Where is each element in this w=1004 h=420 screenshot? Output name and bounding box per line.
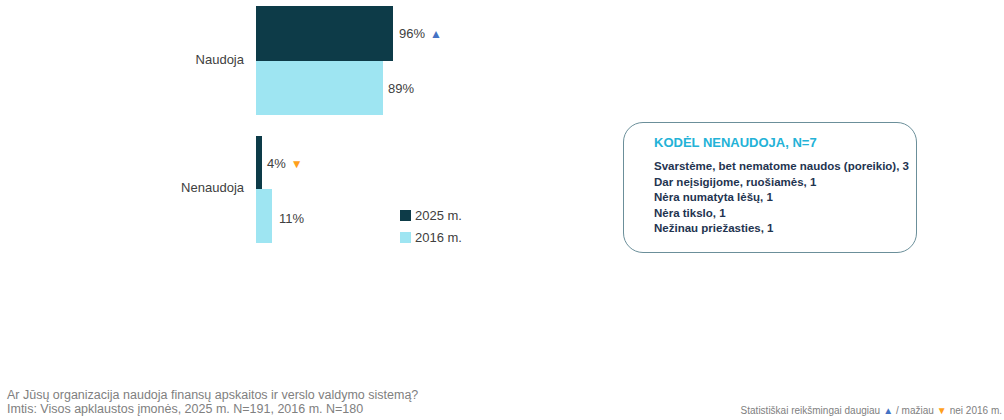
- callout-title: KODĖL NENAUDOJA, N=7: [654, 135, 902, 150]
- value-label-naudoja-2025: 96% ▲: [399, 26, 442, 41]
- legend-item-2016: 2016 m.: [400, 231, 462, 244]
- value-text: 96%: [399, 26, 425, 41]
- significance-down-icon: ▼: [291, 158, 303, 170]
- bar-nenaudoja-2016: [256, 189, 272, 243]
- footer-source: Ar Jūsų organizacija naudoja finansų aps…: [7, 389, 418, 416]
- note-middle: / mažiau: [896, 405, 934, 416]
- category-label-naudoja: Naudoja: [196, 52, 244, 67]
- sample-info: Imtis: Visos apklaustos įmonės, 2025 m. …: [7, 403, 418, 417]
- slide-canvas: Naudoja 96% ▲ 89% Nenaudoja 4% ▼ 11% 202…: [0, 0, 1004, 420]
- value-label-nenaudoja-2016: 11%: [279, 211, 304, 226]
- callout-item: Dar neįsigijome, ruošiamės, 1: [654, 175, 902, 191]
- legend-label-2016: 2016 m.: [415, 230, 462, 245]
- legend-swatch-2016: [400, 232, 411, 243]
- significance-up-icon: ▲: [430, 28, 442, 40]
- value-text: 11%: [279, 211, 304, 226]
- callout-item: Nėra tikslo, 1: [654, 206, 902, 222]
- legend-swatch-2025: [400, 210, 411, 221]
- value-text: 4%: [267, 156, 286, 171]
- callout-box-why-not-using: KODĖL NENAUDOJA, N=7 Svarstėme, bet nema…: [623, 122, 917, 253]
- value-text: 89%: [388, 81, 414, 96]
- legend-label-2025: 2025 m.: [415, 208, 462, 223]
- value-label-naudoja-2016: 89%: [388, 81, 414, 96]
- category-label-nenaudoja: Nenaudoja: [181, 180, 244, 195]
- note-suffix: nei 2016 m.: [950, 405, 1002, 416]
- significance-note: Statistiškai reikšmingai daugiau ▲ / maž…: [741, 405, 1002, 416]
- value-label-nenaudoja-2025: 4% ▼: [267, 156, 303, 171]
- survey-question: Ar Jūsų organizacija naudoja finansų aps…: [7, 389, 418, 403]
- callout-item: Nežinau priežasties, 1: [654, 221, 902, 237]
- note-prefix: Statistiškai reikšmingai daugiau: [741, 405, 881, 416]
- callout-item: Svarstėme, bet nematome naudos (poreikio…: [654, 159, 902, 175]
- callout-item: Nėra numatyta lėšų, 1: [654, 190, 902, 206]
- legend: 2025 m. 2016 m.: [400, 209, 462, 253]
- significance-down-icon: ▼: [937, 406, 947, 416]
- bar-nenaudoja-2025: [256, 136, 262, 189]
- significance-up-icon: ▲: [883, 406, 893, 416]
- bar-naudoja-2016: [256, 61, 383, 115]
- bar-naudoja-2025: [256, 6, 393, 61]
- legend-item-2025: 2025 m.: [400, 209, 462, 222]
